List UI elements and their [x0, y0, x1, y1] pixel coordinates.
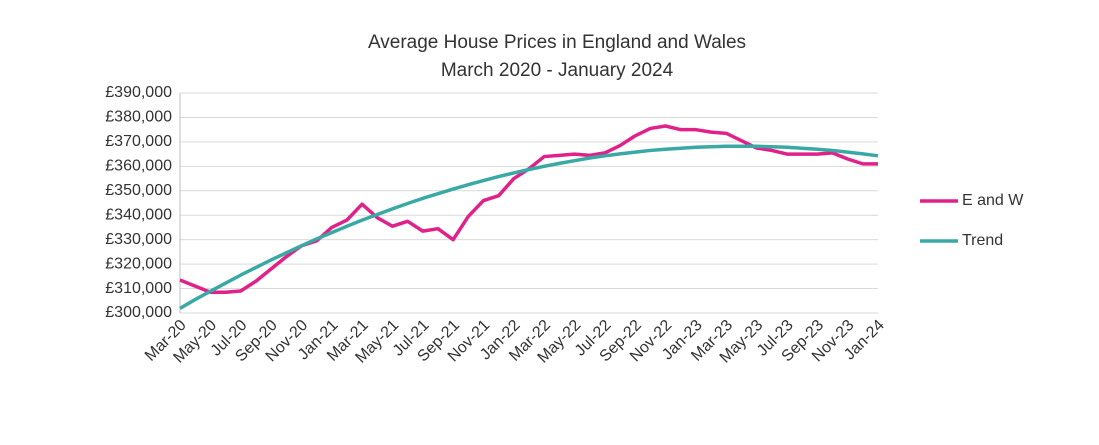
y-tick-label: £310,000: [105, 280, 172, 297]
chart-title: Average House Prices in England and Wale…: [368, 32, 746, 53]
legend-label: Trend: [962, 232, 1003, 249]
y-tick-label: £300,000: [105, 304, 172, 321]
y-tick-label: £380,000: [105, 109, 172, 126]
series-line: [179, 124, 878, 294]
y-tick-label: £330,000: [105, 231, 172, 248]
y-tick-label: £350,000: [105, 182, 172, 199]
y-tick-label: £390,000: [105, 84, 172, 101]
y-tick-label: £370,000: [105, 133, 172, 150]
y-tick-label: £340,000: [105, 206, 172, 223]
chart-subtitle: March 2020 - January 2024: [441, 60, 674, 81]
y-tick-label: £360,000: [105, 158, 172, 175]
legend-label: E and W: [962, 192, 1024, 209]
y-tick-label: £320,000: [105, 255, 172, 272]
series-line: [179, 144, 879, 310]
